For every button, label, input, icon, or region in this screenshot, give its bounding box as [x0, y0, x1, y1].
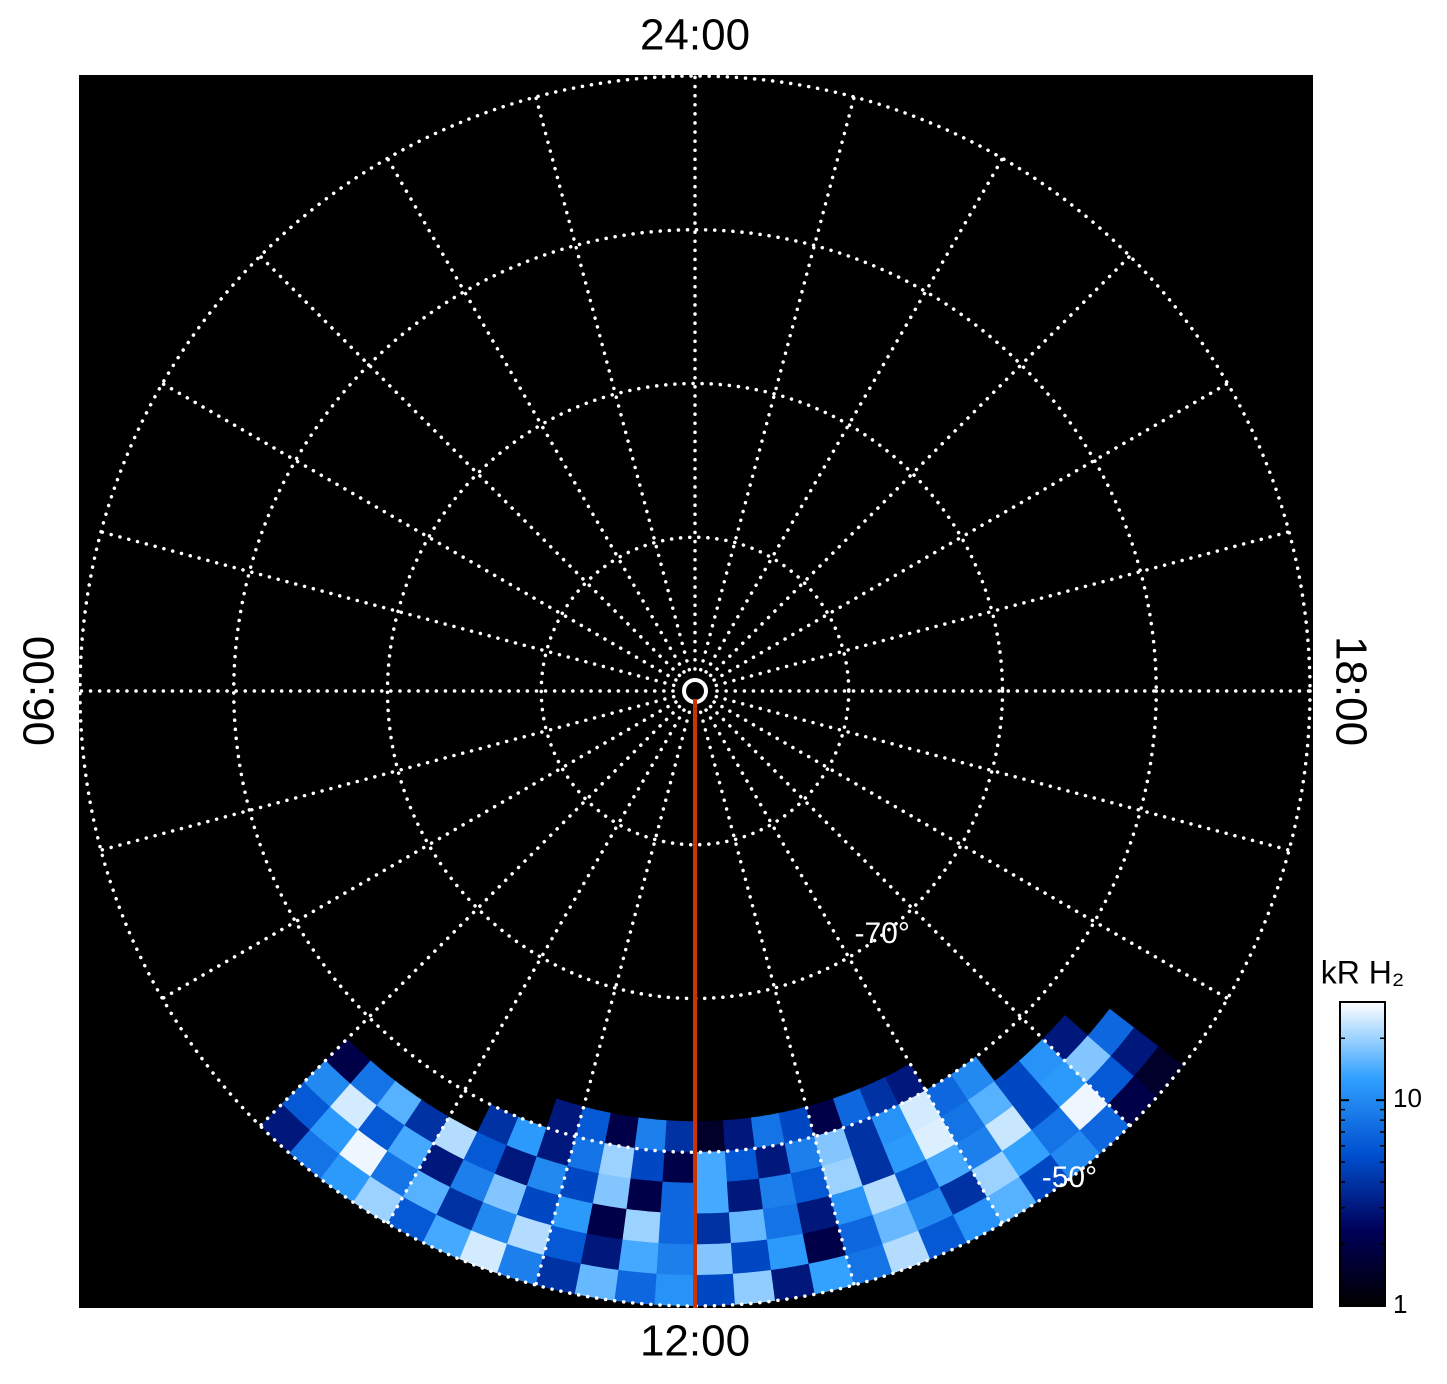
meridian — [704, 708, 1005, 1226]
cell — [658, 1212, 696, 1245]
cell — [694, 1181, 730, 1215]
cell — [694, 1150, 728, 1184]
cell — [664, 1120, 696, 1153]
hour-label: 06:00 — [15, 636, 64, 746]
colorbar-tick-label: 10 — [1393, 1083, 1422, 1113]
meridian — [698, 710, 856, 1287]
colorbar-title: kR H₂ — [1321, 954, 1405, 990]
latitude-label: -50° — [1042, 1161, 1097, 1194]
cell — [762, 1203, 804, 1241]
meridian — [712, 700, 1230, 1001]
cell — [656, 1242, 696, 1276]
cell — [660, 1181, 696, 1215]
meridian — [704, 156, 1005, 674]
meridian — [385, 708, 686, 1226]
hour-label: 12:00 — [640, 1317, 750, 1366]
cell — [662, 1150, 696, 1184]
latitude-circle — [232, 228, 1158, 1154]
meridian — [160, 381, 678, 682]
cell — [758, 1173, 798, 1210]
cell — [766, 1233, 810, 1271]
cell — [754, 1143, 792, 1180]
cells — [259, 1008, 1184, 1306]
meridian — [698, 95, 856, 672]
cell — [728, 1208, 768, 1244]
cell — [694, 1273, 736, 1306]
cell — [694, 1212, 732, 1245]
meridian — [534, 710, 692, 1287]
meridian — [708, 704, 1132, 1128]
cell — [592, 1173, 632, 1210]
meridian — [712, 381, 1230, 682]
cell — [586, 1203, 628, 1241]
hour-label: 24:00 — [640, 11, 750, 60]
cell — [580, 1233, 624, 1271]
meridian — [385, 156, 686, 674]
cell — [630, 1147, 666, 1183]
colorbar-tick-label: 1 — [1393, 1289, 1407, 1319]
meridian — [258, 704, 682, 1128]
cell — [614, 1269, 658, 1306]
cell — [634, 1117, 668, 1152]
colorbar-gradient — [1339, 1001, 1386, 1307]
latitude-label: -70° — [855, 917, 910, 950]
colorbar: kR H₂ 1 10 — [1321, 954, 1422, 1318]
meridian — [714, 694, 1291, 852]
labels: 24:00 06:00 12:00 18:00 -70° -50° — [15, 11, 1376, 1366]
cells-disc — [259, 1008, 1184, 1306]
meridian — [99, 694, 676, 852]
cell — [654, 1273, 696, 1306]
cell — [770, 1263, 816, 1302]
cell — [598, 1143, 636, 1180]
cell — [694, 1242, 734, 1276]
meridian — [258, 254, 682, 678]
meridian — [99, 530, 676, 688]
meridian — [714, 530, 1291, 688]
meridian — [160, 700, 678, 1001]
cell — [574, 1263, 620, 1302]
cell — [730, 1239, 772, 1275]
cell — [732, 1269, 776, 1306]
cell — [694, 1120, 726, 1153]
cell — [726, 1178, 764, 1213]
cell — [626, 1178, 664, 1213]
cell — [722, 1117, 756, 1152]
hour-label: 18:00 — [1326, 636, 1375, 746]
cell — [618, 1239, 660, 1275]
cell — [622, 1208, 662, 1244]
latitude-circle — [539, 535, 851, 847]
cell — [724, 1147, 760, 1183]
meridian — [534, 95, 692, 672]
cell — [1133, 1046, 1184, 1097]
meridian — [708, 254, 1132, 678]
